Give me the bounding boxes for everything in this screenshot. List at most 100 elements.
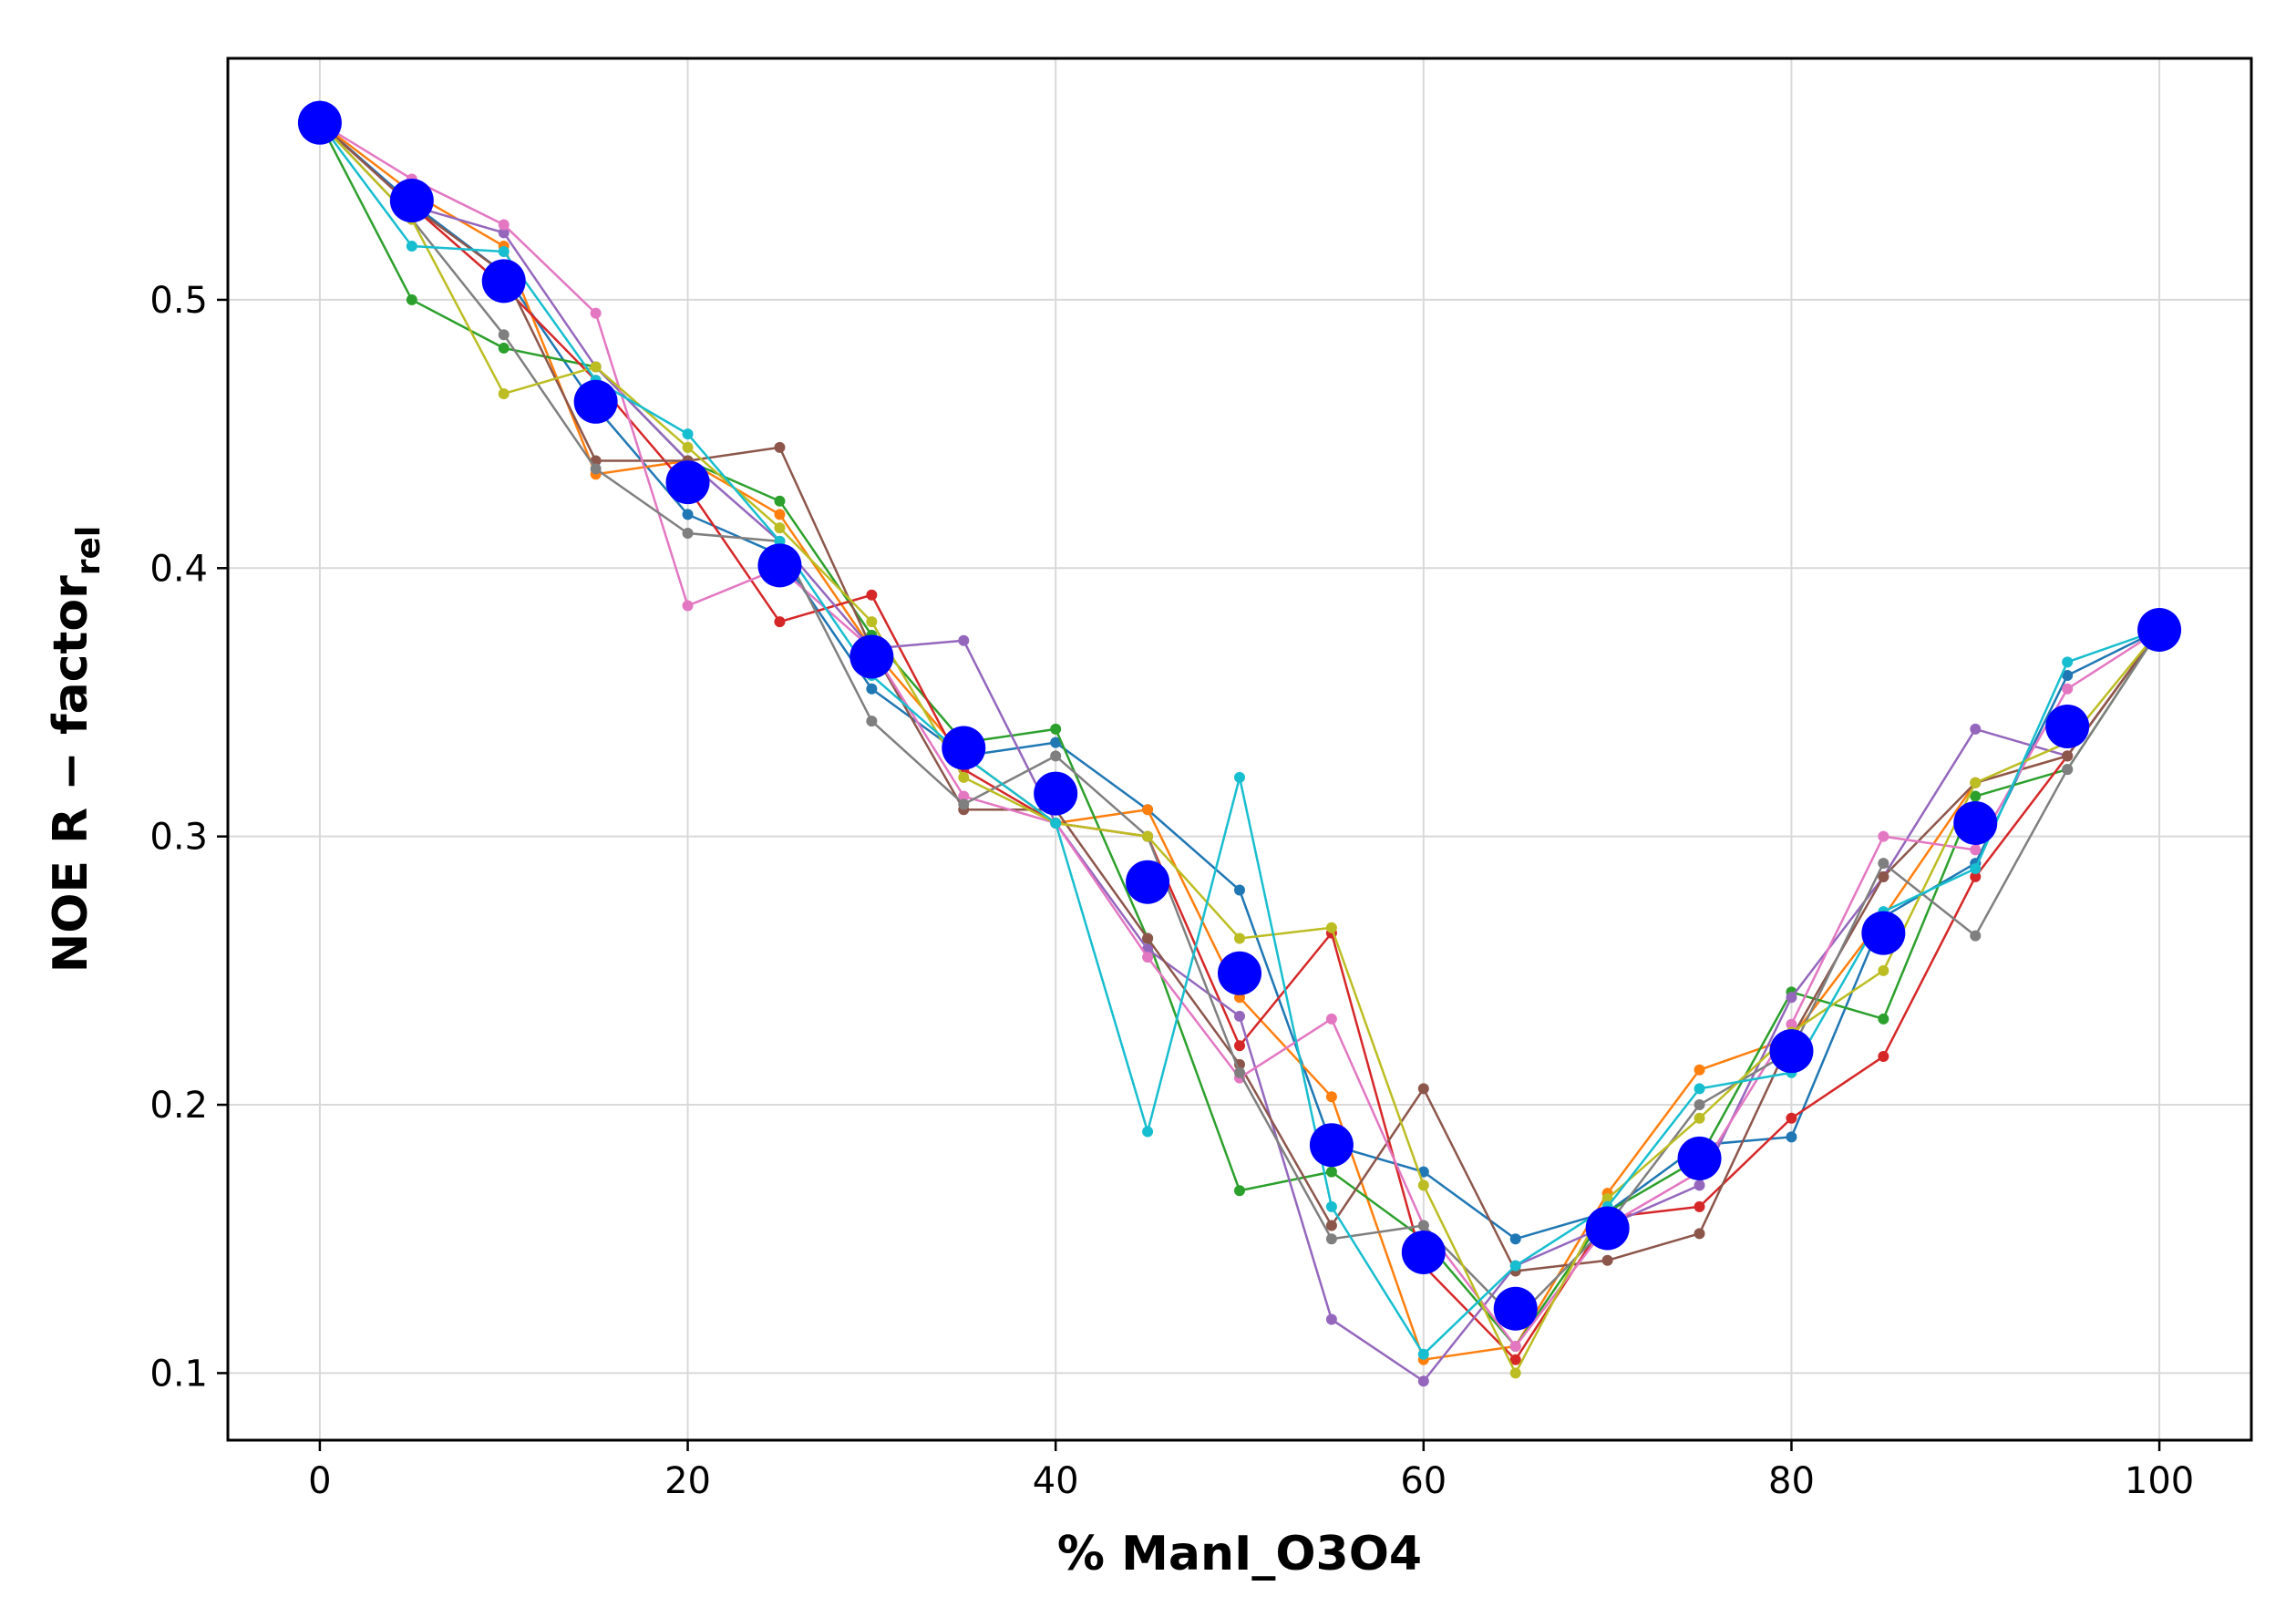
mean-point (849, 634, 894, 679)
data-point (1050, 817, 1062, 829)
mean-point (757, 543, 802, 588)
data-point (1970, 777, 1982, 788)
data-point (1786, 1018, 1797, 1030)
data-point (1694, 1083, 1705, 1095)
data-point (1142, 804, 1154, 816)
data-point (1509, 1354, 1521, 1365)
data-point (774, 509, 786, 520)
x-tick-label: 20 (664, 1460, 711, 1502)
data-point (1509, 1367, 1521, 1379)
mean-point (297, 100, 342, 145)
data-point (958, 798, 970, 810)
data-point (774, 616, 786, 628)
mean-point (1034, 771, 1078, 816)
data-point (406, 241, 417, 252)
data-point (498, 245, 510, 257)
data-point (2062, 683, 2074, 695)
data-point (1694, 1112, 1705, 1124)
data-point (1234, 884, 1245, 896)
data-point (2062, 750, 2074, 762)
data-point (1325, 1220, 1337, 1231)
data-point (1970, 723, 1982, 735)
grid (228, 58, 2251, 1440)
y-axis-label-main: NOE R − factor (44, 575, 98, 973)
data-point (1878, 858, 1889, 870)
series-line-run-8 (319, 121, 2161, 1321)
data-point (682, 528, 694, 540)
data-point (1050, 723, 1062, 735)
data-point (866, 589, 878, 601)
series-mean (297, 100, 2182, 1331)
data-point (1694, 1064, 1705, 1076)
data-point (1142, 1126, 1154, 1138)
data-point (1970, 862, 1982, 874)
series-line-run-6 (319, 121, 2161, 1272)
mean-point (1126, 860, 1170, 904)
mean-point (1493, 1286, 1538, 1331)
data-point (1142, 932, 1154, 944)
data-point (1050, 750, 1062, 762)
y-axis-label: NOE R − factorrel (44, 526, 108, 973)
data-point (590, 307, 602, 319)
series-run-5 (314, 117, 2166, 1387)
data-point (866, 683, 878, 695)
series-line-run-3 (318, 122, 2161, 1348)
data-point (682, 600, 694, 612)
y-tick-label: 0.3 (149, 817, 208, 859)
data-point (590, 463, 602, 475)
data-point (1417, 1375, 1429, 1387)
data-point (590, 361, 602, 373)
plot-frame (226, 57, 2253, 1442)
data-point (1786, 1131, 1797, 1143)
series-run-3 (314, 117, 2166, 1352)
data-point (1417, 1083, 1429, 1095)
data-point (1509, 1260, 1521, 1272)
data-point (1878, 964, 1889, 976)
ticks: 0 20 40 60 80 100 0.1 0.2 0.3 0.4 0.5 (149, 280, 2194, 1502)
data-point (1142, 952, 1154, 963)
mean-point (1309, 1123, 1354, 1168)
data-point (406, 294, 417, 305)
data-point (1694, 1228, 1705, 1240)
data-point (1234, 1185, 1245, 1197)
y-tick-label: 0.4 (149, 548, 208, 590)
series-run-6 (314, 117, 2166, 1277)
y-tick-label: 0.5 (149, 280, 208, 322)
x-tick-label: 0 (308, 1460, 331, 1502)
data-point (2062, 764, 2074, 776)
data-point (866, 616, 878, 628)
data-point (774, 495, 786, 507)
data-point (1878, 1051, 1889, 1063)
data-point (1970, 844, 1982, 856)
series-run-10 (314, 117, 2166, 1360)
data-point (1786, 1112, 1797, 1124)
data-point (866, 716, 878, 727)
mean-point (1677, 1136, 1722, 1180)
mean-point (1218, 951, 1261, 995)
mean-point (481, 259, 526, 304)
data-point (498, 219, 510, 231)
data-point (498, 329, 510, 341)
data-point (1325, 922, 1337, 933)
series-run-8 (314, 117, 2166, 1325)
mean-point (1769, 1029, 1814, 1074)
mean-point (389, 179, 434, 223)
data-point (1694, 1200, 1705, 1212)
data-point (1325, 1013, 1337, 1025)
series-line-run-7 (319, 121, 2160, 1348)
data-point (1234, 1040, 1245, 1052)
x-axis-label: % ManI_O3O4 (1057, 1527, 1422, 1581)
y-axis-label-subscript: rel (70, 526, 108, 576)
series-run-9 (314, 117, 2166, 1379)
data-point (1417, 1179, 1429, 1191)
data-point (1970, 790, 1982, 802)
mean-point (573, 379, 618, 424)
data-point (958, 771, 970, 783)
data-point (774, 522, 786, 534)
data-point (1234, 1010, 1245, 1022)
data-point (1601, 1254, 1613, 1266)
data-point (1878, 830, 1889, 842)
data-point (1786, 992, 1797, 1004)
data-point (1325, 1091, 1337, 1103)
data-point (1970, 870, 1982, 882)
